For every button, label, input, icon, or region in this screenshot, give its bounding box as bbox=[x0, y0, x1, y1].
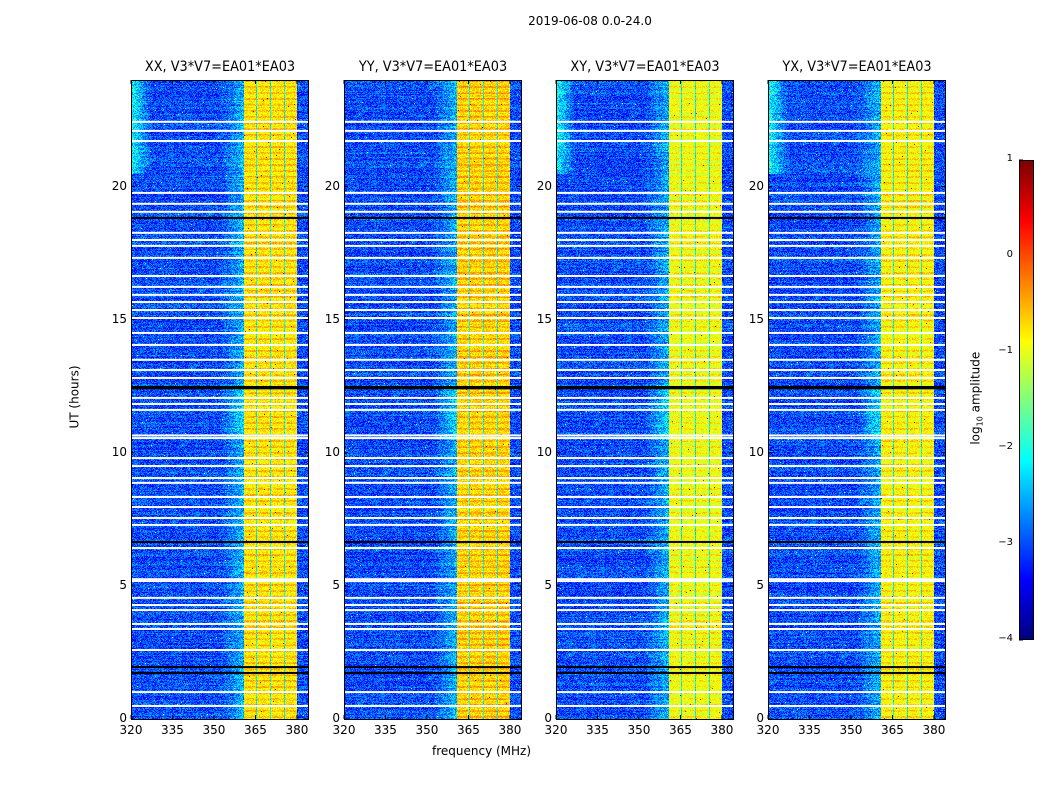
y-tick-label: 0 bbox=[119, 711, 127, 725]
heatmap-panel-1 bbox=[344, 80, 521, 719]
x-tick-label: 365 bbox=[669, 723, 692, 737]
panel-frame bbox=[131, 80, 309, 720]
x-tick-label: 380 bbox=[498, 723, 522, 737]
x-tick-label: 320 bbox=[756, 723, 780, 737]
colorbar-tick-label: −2 bbox=[998, 441, 1013, 452]
y-tick-label: 0 bbox=[756, 711, 764, 725]
x-tick-label: 350 bbox=[415, 723, 439, 737]
y-tick-label: 15 bbox=[536, 311, 552, 326]
x-tick-label: 335 bbox=[374, 723, 397, 737]
x-tick-label: 350 bbox=[202, 723, 226, 737]
heatmap-panel-3 bbox=[768, 80, 945, 719]
y-tick-label: 5 bbox=[332, 577, 340, 592]
y-tick-label: 0 bbox=[332, 711, 340, 725]
x-tick-label: 320 bbox=[544, 723, 568, 737]
panel-frame bbox=[768, 80, 946, 720]
x-tick-label: 320 bbox=[119, 723, 143, 737]
panel-frame bbox=[556, 80, 734, 720]
y-tick-label: 15 bbox=[111, 311, 127, 326]
y-tick-label: 5 bbox=[756, 577, 764, 592]
y-tick-label: 0 bbox=[544, 711, 552, 725]
y-tick-label: 20 bbox=[111, 178, 127, 193]
colorbar-tick-label: 0 bbox=[1006, 249, 1013, 260]
colorbar bbox=[1019, 160, 1034, 640]
panel-title: YY, V3*V7=EA01*EA03 bbox=[358, 59, 507, 75]
y-tick-label: 20 bbox=[748, 178, 764, 193]
y-tick-label: 10 bbox=[748, 444, 764, 459]
x-tick-label: 380 bbox=[710, 723, 734, 737]
panel-frame bbox=[344, 80, 522, 720]
x-tick-label: 380 bbox=[285, 723, 309, 737]
y-tick-label: 10 bbox=[324, 444, 340, 459]
x-tick-label: 350 bbox=[839, 723, 863, 737]
figure-title: 2019-06-08 0.0-24.0 bbox=[528, 14, 652, 28]
colorbar-tick-label: −1 bbox=[998, 345, 1013, 356]
heatmap-panel-2 bbox=[556, 80, 733, 719]
x-tick-label: 350 bbox=[627, 723, 651, 737]
x-tick-label: 320 bbox=[332, 723, 356, 737]
x-tick-label: 365 bbox=[457, 723, 480, 737]
heatmap-panel-0 bbox=[131, 80, 308, 719]
colorbar-label-sub: 10 bbox=[975, 416, 985, 427]
panel-title: YX, V3*V7=EA01*EA03 bbox=[781, 59, 932, 75]
y-tick-label: 10 bbox=[111, 444, 127, 459]
x-axis-label: frequency (MHz) bbox=[432, 744, 532, 758]
x-tick-label: 335 bbox=[161, 723, 184, 737]
colorbar-tick-label: −4 bbox=[998, 633, 1013, 644]
panel-title: XX, V3*V7=EA01*EA03 bbox=[144, 59, 295, 75]
y-tick-label: 20 bbox=[536, 178, 552, 193]
y-tick-label: 15 bbox=[324, 311, 340, 326]
colorbar-label: log10 amplitude bbox=[968, 352, 984, 445]
panel-title: XY, V3*V7=EA01*EA03 bbox=[569, 59, 720, 75]
y-tick-label: 20 bbox=[324, 178, 340, 193]
colorbar-label-main: log bbox=[968, 426, 983, 445]
x-tick-label: 365 bbox=[244, 723, 267, 737]
y-tick-label: 5 bbox=[544, 577, 552, 592]
y-tick-label: 10 bbox=[536, 444, 552, 459]
x-tick-label: 335 bbox=[798, 723, 821, 737]
colorbar-tick-label: 1 bbox=[1006, 153, 1013, 164]
y-tick-label: 5 bbox=[119, 577, 127, 592]
y-axis-label: UT (hours) bbox=[67, 365, 82, 429]
colorbar-tick-label: −3 bbox=[998, 537, 1013, 548]
x-tick-label: 380 bbox=[922, 723, 946, 737]
x-tick-label: 365 bbox=[881, 723, 904, 737]
x-tick-label: 335 bbox=[586, 723, 609, 737]
colorbar-label-rest: amplitude bbox=[968, 351, 983, 417]
y-tick-label: 15 bbox=[748, 311, 764, 326]
